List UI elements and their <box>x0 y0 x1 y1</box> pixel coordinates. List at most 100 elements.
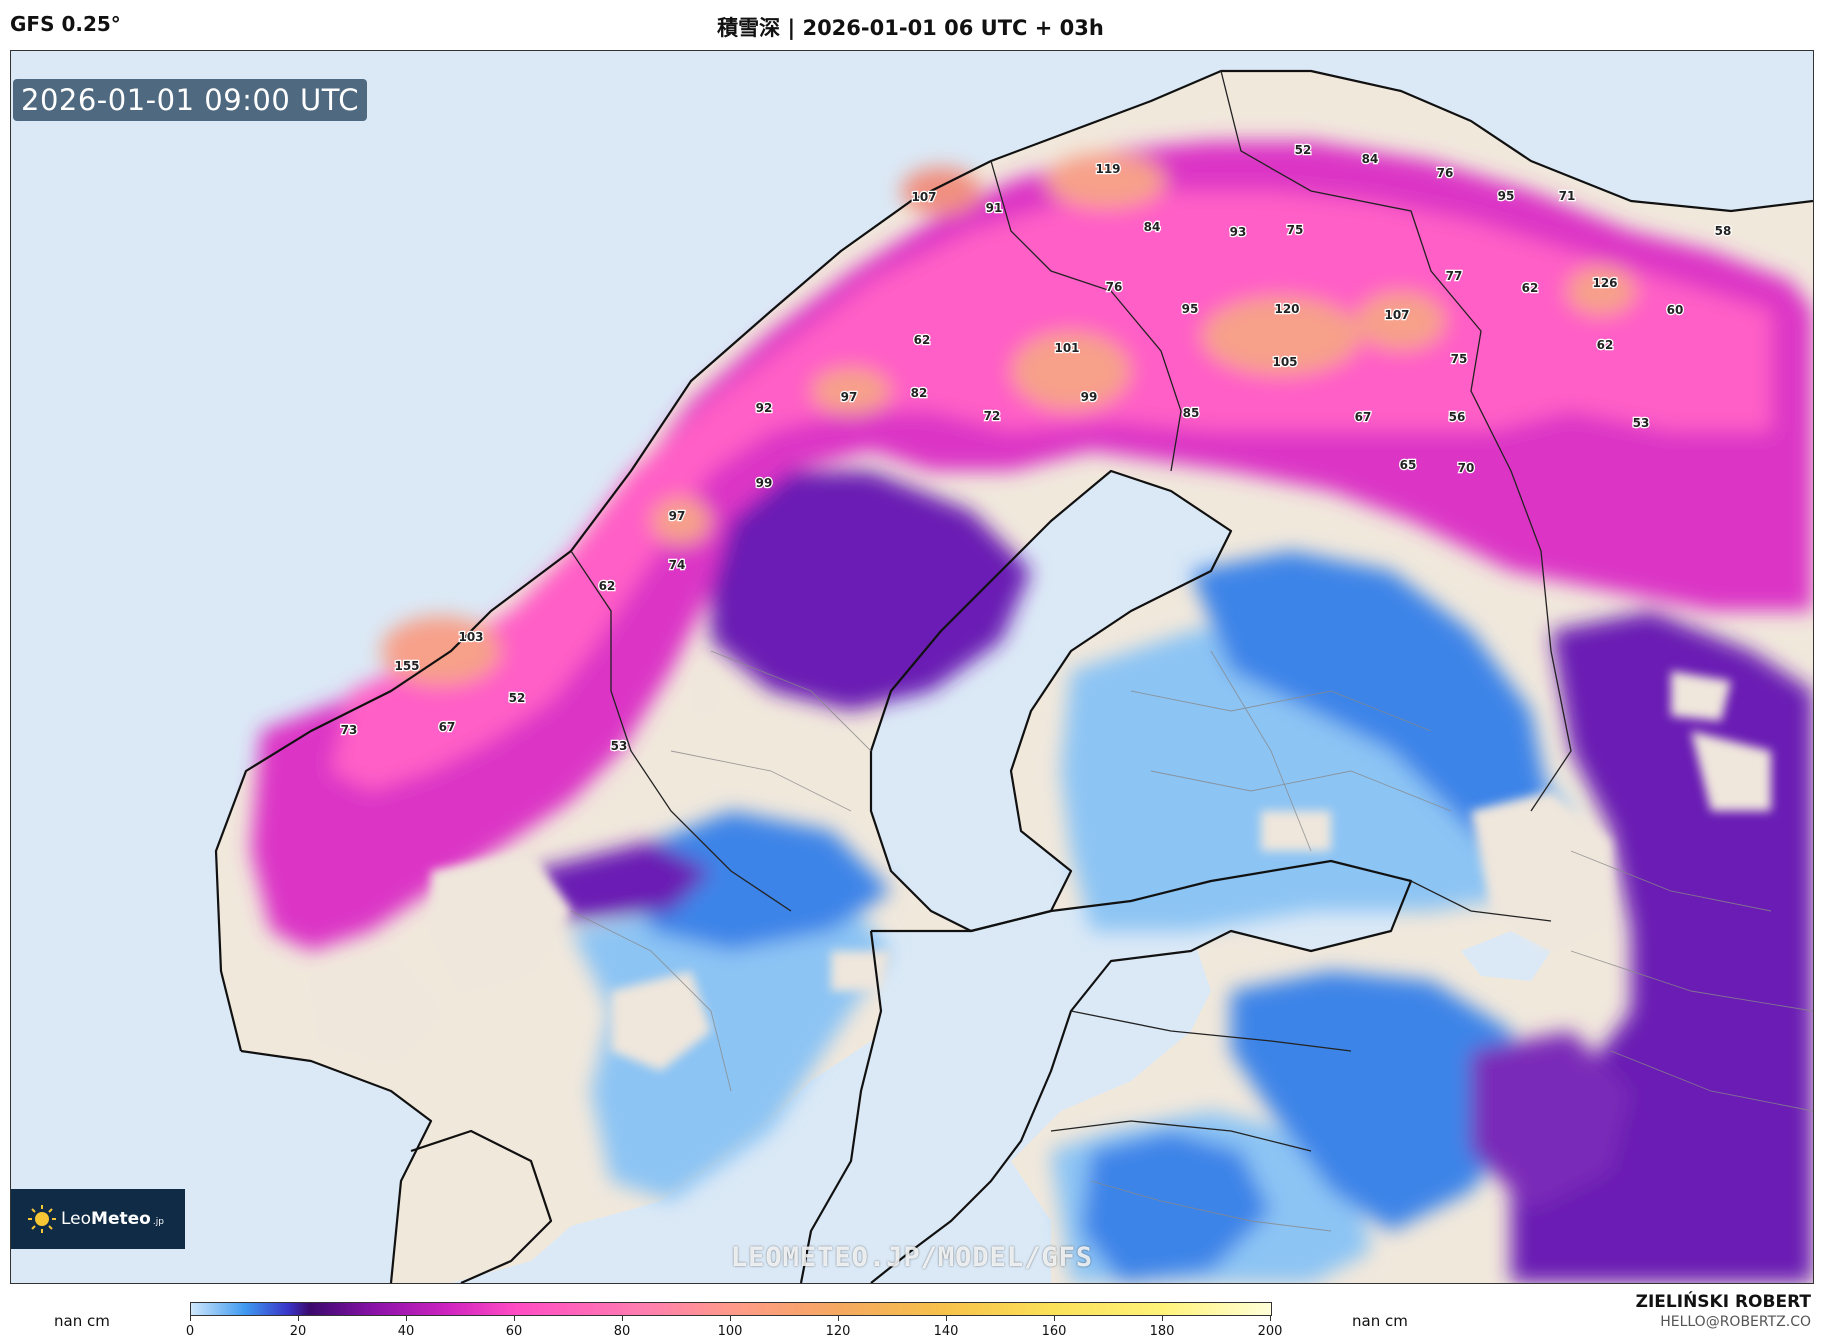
snow-depth-value-label: 60 <box>1667 303 1684 317</box>
snow-depth-value-label: 75 <box>1287 223 1304 237</box>
snow-depth-value-label: 62 <box>1522 281 1539 295</box>
country-borders <box>570 70 1572 1152</box>
coastlines <box>214 69 1813 1283</box>
map-frame[interactable]: 119 52 84 76 107 91 84 93 75 95 71 58 76 77 62 126 95 120… <box>10 50 1814 1284</box>
snow-depth-value-labels: 119 52 84 76 107 91 84 93 75 95 71 58 76 77 62 126 95 120… <box>339 142 1732 755</box>
snow-depth-value-label: 107 <box>911 190 936 204</box>
colorbar-tick-label: 200 <box>1257 1324 1283 1339</box>
sun-icon <box>28 1205 56 1233</box>
snow-depth-value-label: 95 <box>1182 302 1199 316</box>
colorbar-tick-mark <box>1270 1316 1271 1321</box>
colorbar-tick-mark <box>298 1316 299 1321</box>
snow-depth-map[interactable]: 119 52 84 76 107 91 84 93 75 95 71 58 76 77 62 126 95 120… <box>11 51 1813 1283</box>
snow-depth-value-label: 95 <box>1498 189 1515 203</box>
snow-depth-value-label: 62 <box>914 333 931 347</box>
snow-depth-value-label: 62 <box>599 579 616 593</box>
header: GFS 0.25° 積雪深 | 2026-01-01 06 UTC + 03h <box>0 0 1821 50</box>
snow-depth-value-label: 126 <box>1592 276 1617 290</box>
logo-text: LeoMeteo <box>61 1209 151 1229</box>
valid-time-badge: 2026-01-01 09:00 UTC <box>13 79 368 121</box>
nan-label-left: nan cm <box>54 1312 110 1330</box>
snow-depth-value-label: 97 <box>669 509 686 523</box>
author-name: ZIELIŃSKI ROBERT <box>1635 1292 1811 1312</box>
snow-depth-value-label: 72 <box>984 409 1001 423</box>
snow-depth-value-label: 91 <box>986 201 1003 215</box>
snow-depth-value-label: 97 <box>841 390 858 404</box>
snow-depth-value-label: 53 <box>1633 416 1650 430</box>
snow-depth-value-label: 53 <box>611 739 628 753</box>
snow-depth-value-label: 93 <box>1230 225 1247 239</box>
gulf-of-bothnia <box>871 471 1231 931</box>
region-borders <box>570 650 1813 1232</box>
author-credit: ZIELIŃSKI ROBERT HELLO@ROBERTZ.CO <box>1636 1292 1811 1330</box>
colorbar-tick-label: 0 <box>185 1324 195 1339</box>
inland-seas <box>801 471 1551 1283</box>
snow-depth-value-label: 92 <box>756 401 773 415</box>
colorbar-tick-label: 160 <box>1041 1324 1067 1339</box>
gulf-of-finland-east <box>1461 931 1551 981</box>
colorbar-tick-label: 120 <box>825 1324 851 1339</box>
snow-depth-value-label: 52 <box>509 691 526 705</box>
colorbar-tick-label: 80 <box>613 1324 631 1339</box>
bare-patches <box>311 671 1771 1071</box>
colorbar <box>190 1302 1272 1316</box>
snow-depth-value-label: 74 <box>669 558 686 572</box>
snow-depth-value-label: 67 <box>1355 410 1372 424</box>
snow-depth-value-label: 99 <box>756 476 773 490</box>
snow-zone-purple <box>711 471 1031 711</box>
snow-depth-value-label: 105 <box>1272 355 1297 369</box>
colorbar-tick-mark <box>730 1316 731 1321</box>
leometeo-logo[interactable]: LeoMeteo .jp <box>11 1189 185 1249</box>
snow-depth-value-label: 101 <box>1054 341 1079 355</box>
colorbar-tick-mark <box>838 1316 839 1321</box>
colorbar-tick-label: 140 <box>933 1324 959 1339</box>
watermark-url: LEOMETEO.JP/MODEL/GFS <box>730 1242 1094 1273</box>
snow-depth-value-label: 52 <box>1295 143 1312 157</box>
snow-zone-light-blue <box>571 881 891 1201</box>
snow-depth-value-label: 155 <box>394 659 419 673</box>
colorbar-tick-label: 20 <box>289 1324 307 1339</box>
colorbar-tick-mark <box>1054 1316 1055 1321</box>
snow-depth-value-label: 77 <box>1446 269 1463 283</box>
snow-depth-value-label: 76 <box>1437 166 1454 180</box>
snow-depth-value-label: 58 <box>1715 224 1732 238</box>
colorbar-tick-mark <box>1162 1316 1163 1321</box>
model-name: GFS 0.25° <box>10 12 121 36</box>
snow-depth-value-label: 65 <box>1400 458 1417 472</box>
snow-depth-value-label: 76 <box>1106 280 1123 294</box>
snow-field <box>251 141 1813 1283</box>
snow-depth-value-label: 75 <box>1451 352 1468 366</box>
map-title: 積雪深 | 2026-01-01 06 UTC + 03h <box>717 16 1104 40</box>
colorbar-tick-mark <box>190 1316 191 1321</box>
snow-depth-value-label: 107 <box>1384 308 1409 322</box>
snow-depth-value-label: 119 <box>1095 162 1120 176</box>
nan-label-right: nan cm <box>1352 1312 1408 1330</box>
snow-depth-value-label: 62 <box>1597 338 1614 352</box>
colorbar-tick-label: 40 <box>397 1324 415 1339</box>
legend: nan cm 0 20 40 60 80 100 120 140 160 180 200 nan c… <box>0 1286 1821 1339</box>
snow-depth-value-label: 84 <box>1362 152 1379 166</box>
logo-suffix: .jp <box>152 1217 164 1227</box>
snow-depth-value-label: 103 <box>458 630 483 644</box>
snow-depth-value-label: 84 <box>1144 220 1161 234</box>
snow-depth-value-label: 70 <box>1458 461 1475 475</box>
snow-depth-value-label: 82 <box>911 386 928 400</box>
colorbar-tick-mark <box>622 1316 623 1321</box>
author-email[interactable]: HELLO@ROBERTZ.CO <box>1660 1314 1811 1330</box>
baltic-sea <box>801 861 1411 1283</box>
colorbar-tick-mark <box>946 1316 947 1321</box>
snow-depth-value-label: 99 <box>1081 390 1098 404</box>
snow-depth-value-label: 71 <box>1559 189 1576 203</box>
snow-depth-value-label: 73 <box>341 723 358 737</box>
colorbar-tick-mark <box>514 1316 515 1321</box>
colorbar-tick-mark <box>406 1316 407 1321</box>
colorbar-tick-label: 60 <box>505 1324 523 1339</box>
snow-depth-value-label: 85 <box>1183 406 1200 420</box>
snow-depth-value-label: 120 <box>1274 302 1299 316</box>
snow-depth-value-label: 67 <box>439 720 456 734</box>
snow-zone-blue <box>631 811 891 951</box>
colorbar-tick-label: 180 <box>1149 1324 1175 1339</box>
snow-depth-value-label: 56 <box>1449 410 1466 424</box>
colorbar-tick-label: 100 <box>717 1324 743 1339</box>
snow-zone-peach <box>1046 153 1166 209</box>
